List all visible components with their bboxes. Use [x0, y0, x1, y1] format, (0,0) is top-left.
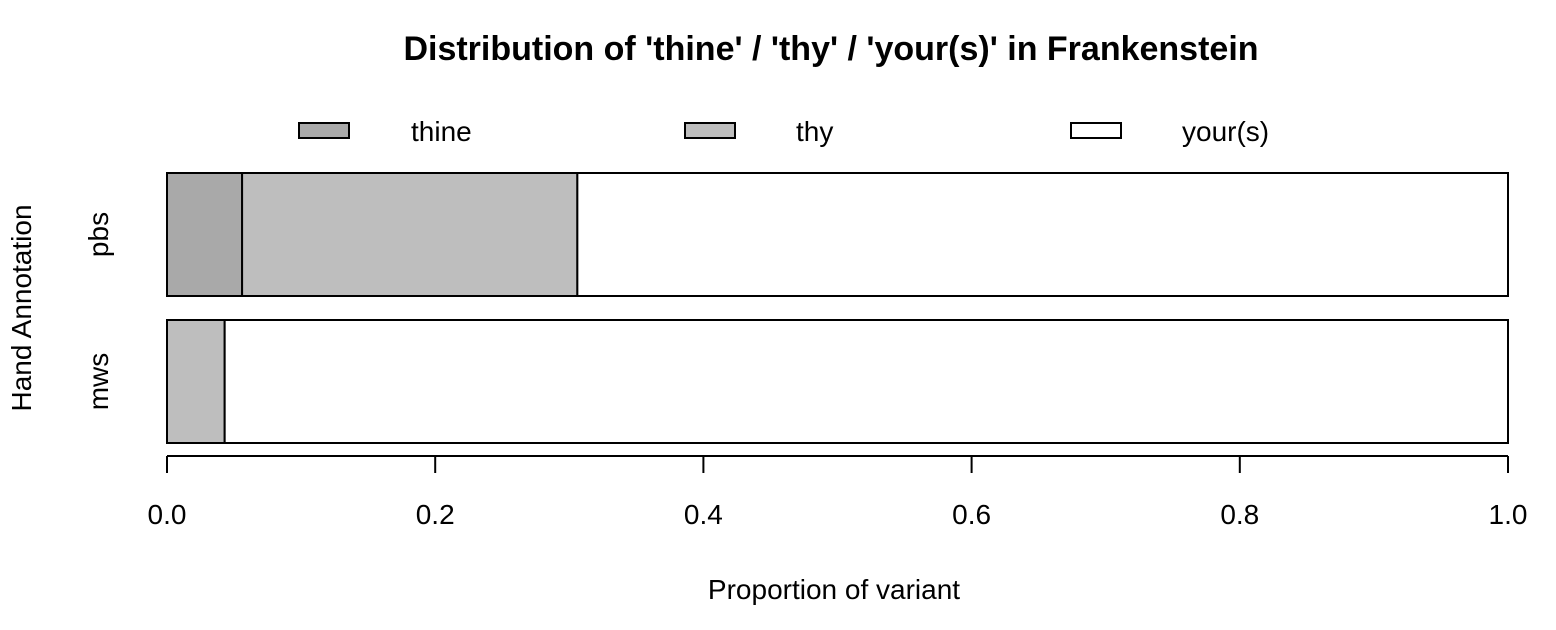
bar-mws-thy [166, 319, 226, 444]
x-axis-label: Proportion of variant [708, 574, 960, 605]
x-tick-label: 1.0 [1489, 499, 1528, 530]
legend-key-thine [298, 122, 350, 139]
legend-label-thine: thine [411, 116, 472, 147]
chart-title: Distribution of 'thine' / 'thy' / 'your(… [403, 30, 1258, 68]
bar-pbs-yours [576, 172, 1509, 297]
y-tick-label-mws: mws [83, 353, 114, 411]
x-tick-label: 0.2 [416, 499, 455, 530]
legend-label-yours: your(s) [1182, 116, 1269, 147]
bars: pbs mws [83, 172, 1510, 444]
y-tick-label-pbs: pbs [83, 212, 114, 257]
x-axis: 0.0 0.2 0.4 0.6 0.8 1.0 [148, 455, 1528, 530]
legend-label-thy: thy [796, 116, 833, 147]
x-tick-label: 0.4 [684, 499, 723, 530]
bar-mws-yours [223, 319, 1510, 444]
bar-pbs-thine [166, 172, 244, 297]
legend-key-thy [684, 122, 736, 139]
legend: thine thy your(s) [298, 116, 1269, 147]
y-axis-label: Hand Annotation [6, 204, 37, 411]
legend-key-yours [1070, 122, 1122, 139]
bar-pbs-thy [241, 172, 579, 297]
x-tick-label: 0.0 [148, 499, 187, 530]
x-tick-label: 0.6 [952, 499, 991, 530]
x-tick-label: 0.8 [1220, 499, 1259, 530]
